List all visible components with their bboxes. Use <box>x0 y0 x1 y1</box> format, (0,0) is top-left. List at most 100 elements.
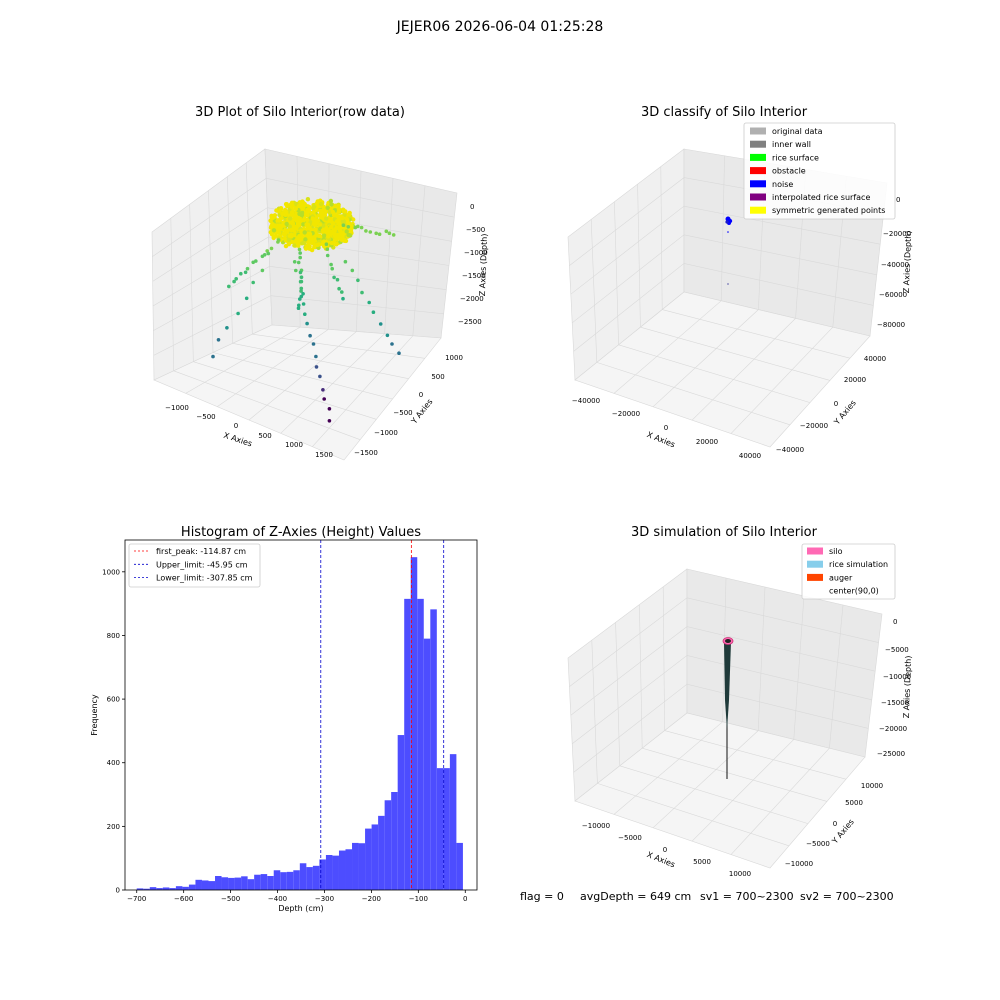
scatter-point <box>225 326 229 330</box>
ztick: −2500 <box>458 318 482 326</box>
scatter-point <box>293 239 298 244</box>
scatter-point <box>276 218 282 223</box>
xlabel: Depth (cm) <box>278 904 323 913</box>
scatter-point <box>384 229 389 234</box>
scatter-point <box>368 230 373 234</box>
ztick: −2000 <box>460 295 484 303</box>
figure-suptitle: JEJER06 2026-06-04 01:25:28 <box>396 19 604 35</box>
zlabel: Z Axies (Depth) <box>478 233 489 296</box>
grid-line <box>664 730 847 780</box>
grid-line <box>573 683 869 773</box>
histogram-bar <box>365 828 372 890</box>
scatter-point <box>324 216 329 221</box>
panel-simulation: 3D simulation of Silo Interior −10000 −5… <box>567 525 913 878</box>
reference-lines <box>320 540 445 890</box>
scatter-point <box>301 292 305 296</box>
scatter-point <box>347 210 352 216</box>
scatter-point <box>305 197 311 202</box>
panel-title-classify: 3D classify of Silo Interior <box>641 105 808 120</box>
scatter-point <box>232 279 236 284</box>
histogram-bar <box>384 800 392 890</box>
ytick: −10000 <box>785 860 813 868</box>
axes3d-classify: −40000 −20000 0 20000 40000 X Axies −400… <box>567 148 913 460</box>
grid-line <box>652 309 759 408</box>
scatter-point <box>334 219 340 224</box>
grid-line <box>153 295 444 356</box>
grid-line <box>720 155 725 301</box>
grid-line <box>642 747 828 802</box>
histogram-bar <box>260 874 268 890</box>
histogram-bar <box>371 824 379 890</box>
grid-line <box>639 604 643 749</box>
ytick: 600 <box>107 696 120 704</box>
scatter-point <box>320 241 325 247</box>
axes3d-raw: −1000 −500 0 500 1000 1500 X Axies −1500… <box>151 148 489 461</box>
grid-line <box>730 747 830 855</box>
scatter-point <box>239 271 243 276</box>
grid-line <box>652 730 759 829</box>
xtick: −20000 <box>612 410 640 418</box>
grid-line <box>572 655 872 745</box>
axes3d-simulation: −10000 −5000 0 5000 10000 X Axies −10000… <box>567 568 913 878</box>
panel-title-raw: 3D Plot of Silo Interior(row data) <box>195 105 405 120</box>
xtick: −40000 <box>572 397 600 405</box>
legend-swatch <box>807 547 823 555</box>
silo-model <box>722 637 734 779</box>
histogram-bar <box>254 874 261 890</box>
legend-label: symmetric generated points <box>772 206 885 215</box>
legend-swatch <box>807 560 823 568</box>
scatter-point <box>283 212 288 218</box>
grid-line <box>570 626 876 716</box>
grid-line <box>613 721 723 815</box>
scatter-point <box>234 277 238 281</box>
xtick: −10000 <box>582 822 610 830</box>
xlabel: X Axies <box>646 430 677 449</box>
legend-label: rice simulation <box>829 560 888 569</box>
histogram-bar <box>404 598 411 890</box>
scatter-point <box>276 240 280 244</box>
xlabel: X Axies <box>646 850 677 869</box>
histogram-bars <box>136 557 463 890</box>
scatter-point <box>265 249 270 253</box>
ztick: −60000 <box>879 291 907 299</box>
histogram-bar <box>345 849 353 890</box>
zlabel: Z Axies (Depth) <box>902 230 913 293</box>
legend-classify: original data inner wall rice surface obsta… <box>743 122 896 220</box>
legend-swatch <box>750 153 766 161</box>
scatter-point <box>266 251 271 256</box>
grid-line <box>662 586 665 731</box>
xtick: 1500 <box>315 451 333 459</box>
scatter-point <box>308 333 312 338</box>
legend-swatch <box>750 206 766 214</box>
histogram-bar <box>201 880 209 890</box>
xtick: 5000 <box>693 858 711 866</box>
scatter-point <box>332 275 336 280</box>
legend-label: inner wall <box>772 140 811 149</box>
grid-line <box>591 640 598 784</box>
scatter-point <box>302 230 307 235</box>
grid-line <box>618 344 811 403</box>
scatter-point <box>339 237 344 242</box>
ztick: −40000 <box>881 261 909 269</box>
histogram-bar <box>156 888 163 890</box>
scatter-point <box>287 216 293 221</box>
scatter-point <box>359 225 364 230</box>
ytick: 0 <box>834 400 838 408</box>
scatter-point <box>328 198 334 204</box>
scatter-point <box>297 247 302 252</box>
scatter-point <box>296 204 302 209</box>
histogram-bar <box>195 879 202 890</box>
scatter-point <box>301 302 306 306</box>
scatter-point <box>334 236 339 241</box>
scatter-point <box>311 342 316 346</box>
scatter-point <box>314 365 319 369</box>
legend-swatch <box>750 127 766 135</box>
xtick: −5000 <box>618 834 642 842</box>
ytick: −20000 <box>800 422 828 430</box>
grid-line <box>614 201 619 345</box>
scatter-point <box>304 222 309 227</box>
scatter-point <box>298 279 303 284</box>
xtick: −700 <box>127 895 146 903</box>
scatter-point <box>268 225 274 230</box>
scatter-point <box>245 266 250 271</box>
